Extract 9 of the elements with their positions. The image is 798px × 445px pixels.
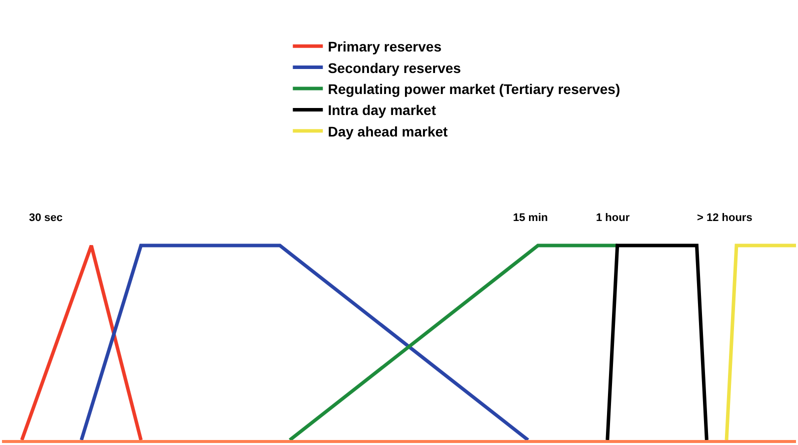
legend-label: Intra day market (328, 102, 436, 118)
legend-label: Secondary reserves (328, 60, 462, 76)
legend-label: Day ahead market (328, 123, 448, 140)
legend-label: Primary reserves (328, 38, 442, 55)
legend-label: Regulating power market (Tertiary reserves) (328, 80, 620, 97)
text: 15 min (513, 212, 548, 224)
text: 1 hour (596, 212, 630, 224)
text: 30 sec (29, 212, 63, 224)
text: > 12 hours (697, 212, 752, 224)
